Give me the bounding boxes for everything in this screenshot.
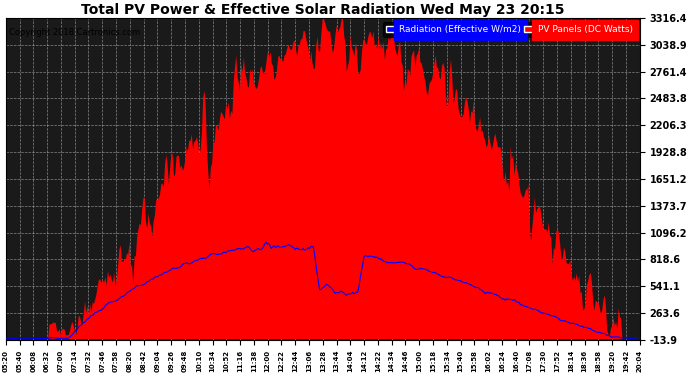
Title: Total PV Power & Effective Solar Radiation Wed May 23 20:15: Total PV Power & Effective Solar Radiati… — [81, 3, 564, 17]
Text: Copyright 2018 Cartronics.com: Copyright 2018 Cartronics.com — [9, 28, 140, 37]
Legend: Radiation (Effective W/m2), PV Panels (DC Watts): Radiation (Effective W/m2), PV Panels (D… — [383, 22, 635, 37]
